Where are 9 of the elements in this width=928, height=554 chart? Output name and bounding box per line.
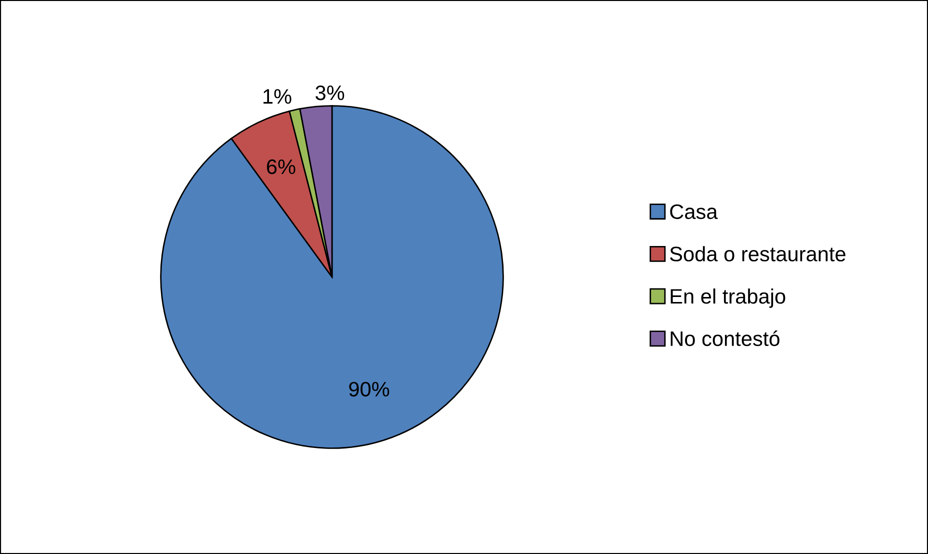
data-label: 1% xyxy=(264,89,292,104)
legend-label: Soda o restaurante xyxy=(670,246,846,262)
data-label: 90% xyxy=(349,382,390,397)
legend-label: Casa xyxy=(670,204,718,220)
legend-label: En el trabajo xyxy=(670,288,786,308)
data-label: 6% xyxy=(266,159,296,174)
pie-slice xyxy=(160,105,504,449)
legend-label: No contestó xyxy=(670,330,780,346)
data-label: 3% xyxy=(316,85,344,100)
